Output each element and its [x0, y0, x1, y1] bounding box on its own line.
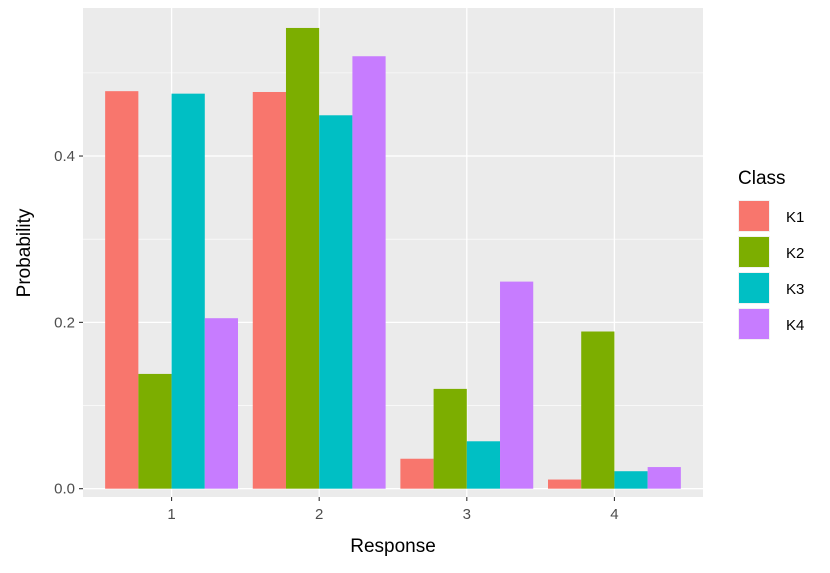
legend-label-k4: K4 — [786, 317, 804, 334]
legend: Class K1 K2 K3 K4 — [738, 168, 804, 340]
legend-label-k3: K3 — [786, 281, 804, 298]
x-axis-ticks: 1 2 3 4 — [167, 497, 619, 523]
y-tick-label: 0.4 — [54, 148, 75, 165]
legend-key-k1 — [739, 201, 769, 231]
y-axis-title: Probability — [14, 208, 35, 297]
y-tick-label: 0.0 — [54, 481, 75, 498]
bar-k3-4 — [614, 471, 648, 489]
bars — [105, 27, 681, 489]
bar-k3-1 — [171, 93, 205, 489]
bar-k4-1 — [204, 318, 238, 489]
bar-k3-3 — [466, 441, 501, 489]
bar-k2-3 — [433, 388, 467, 489]
legend-label-k2: K2 — [786, 245, 804, 262]
bar-k1-4 — [548, 479, 582, 489]
legend-key-k4 — [739, 309, 769, 339]
y-tick-label: 0.2 — [54, 314, 75, 331]
x-tick-label: 4 — [610, 506, 618, 523]
x-tick-label: 2 — [315, 506, 323, 523]
bar-k1-3 — [400, 458, 434, 489]
legend-label-k1: K1 — [786, 209, 804, 226]
bar-k3-2 — [319, 115, 353, 489]
bar-k1-2 — [252, 91, 286, 489]
legend-key-k3 — [739, 273, 769, 303]
bar-k2-2 — [285, 27, 320, 489]
bar-k4-2 — [352, 56, 386, 489]
bar-k1-1 — [105, 91, 139, 489]
y-axis-ticks: 0.0 0.2 0.4 — [54, 148, 83, 498]
legend-title: Class — [738, 168, 786, 189]
x-tick-label: 3 — [463, 506, 471, 523]
bar-k4-3 — [500, 281, 534, 489]
x-tick-label: 1 — [167, 506, 175, 523]
legend-key-k2 — [739, 237, 769, 267]
bar-k2-1 — [138, 373, 172, 489]
bar-k4-4 — [647, 467, 681, 489]
x-axis-title: Response — [350, 536, 436, 557]
bar-k2-4 — [581, 331, 615, 489]
